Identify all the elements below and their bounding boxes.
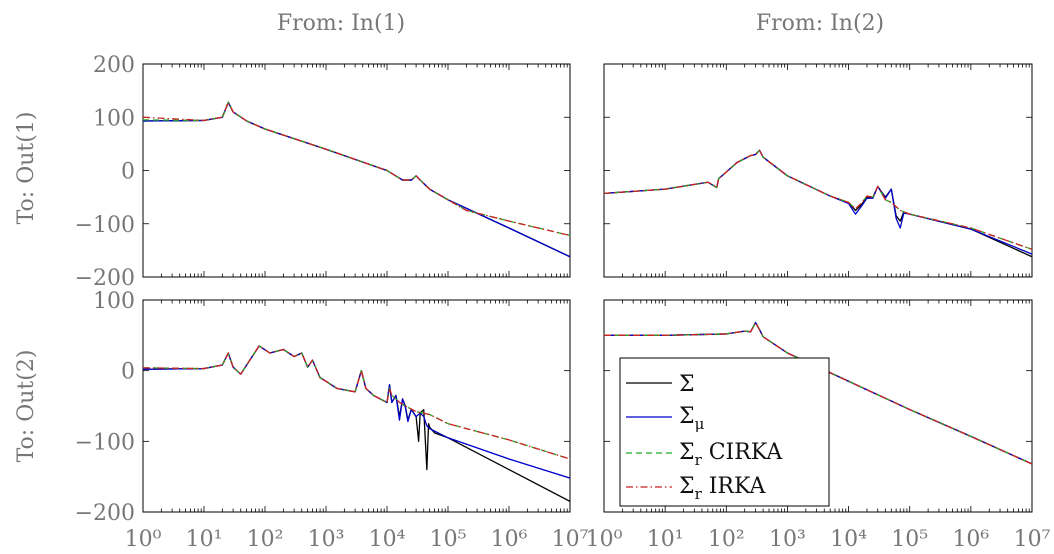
y-tick-label: 0 [121,360,135,385]
series-line- [143,345,570,479]
x-tick-label: 10¹ [186,527,223,552]
y-tick-label: 0 [121,160,135,185]
x-tick-label: 10² [708,527,745,552]
x-tick-label: 10⁶ [491,527,528,552]
x-tick-label: 10⁰ [586,527,623,552]
series-line-r-cirka [143,345,570,460]
x-tick-label: 10⁶ [952,527,989,552]
legend-entry-sigma-mu: Σμ [626,404,705,433]
legend-label-cirka: Σr CIRKA [679,440,783,469]
legend-entry-sigma: Σ [626,372,695,397]
plot-frame [142,63,571,278]
legend-label-sigma: Σ [679,372,695,397]
x-tick-label: 10³ [308,527,345,552]
x-tick-label: 10⁴ [830,527,867,552]
plot-frame [603,63,1033,278]
series-line- [604,149,1032,255]
x-tick-label: 10⁰ [125,527,162,552]
legend: Σ Σμ Σr CIRKA Σr IRKA [619,357,830,507]
series-line- [143,101,570,258]
panel-out1-in2 [603,63,1033,278]
x-tick-label: 10⁷ [1014,527,1051,552]
x-tick-label: 10⁴ [369,527,406,552]
plot-frame [603,299,1033,513]
series-line- [143,345,570,502]
x-tick-label: 10³ [769,527,806,552]
y-tick-label: 200 [93,53,135,78]
x-tick-label: 10⁵ [430,527,467,552]
column-title-in2: From: In(2) [756,11,884,36]
row-label-out2: To: Out(2) [14,350,39,463]
panel-out2-in2: 10⁰ 10¹ 10² 10³ 10⁴ 10⁵ 10⁶ 10⁷ [586,299,1051,552]
panel-out1-in1: −200 −100 0 100 200 [75,53,571,291]
y-tick-label: −100 [75,430,135,455]
series-line- [604,149,1032,258]
y-tick-label: 100 [93,289,135,314]
legend-entry-irka: Σr IRKA [626,474,767,503]
y-tick-label: −200 [75,266,135,291]
y-tick-label: −200 [75,501,135,526]
column-title-in1: From: In(1) [277,11,405,36]
legend-entry-cirka: Σr CIRKA [626,440,783,469]
plot-frame [142,299,571,513]
series-line-r-irka [143,345,570,460]
x-tick-label: 10¹ [647,527,684,552]
series-line-r-irka [604,149,1032,250]
x-tick-label: 10⁷ [552,527,589,552]
series-line- [143,101,570,258]
x-tick-label: 10⁵ [891,527,928,552]
legend-label-irka: Σr IRKA [679,474,767,503]
series-line-r-cirka [604,149,1032,250]
series-line-r-irka [143,101,570,237]
panel-out2-in1: −200 −100 0 100 10⁰ 10¹ 10² 10³ 10⁴ 10⁵ 10⁶ 10⁷ [75,289,589,552]
x-tick-label: 10² [247,527,284,552]
series-line-r-cirka [143,101,570,237]
y-tick-label: 100 [93,106,135,131]
y-tick-label: −100 [75,213,135,238]
row-label-out1: To: Out(1) [14,112,39,225]
series-line-r-irka [604,321,1032,465]
legend-label-sigma-mu: Σμ [679,404,705,433]
